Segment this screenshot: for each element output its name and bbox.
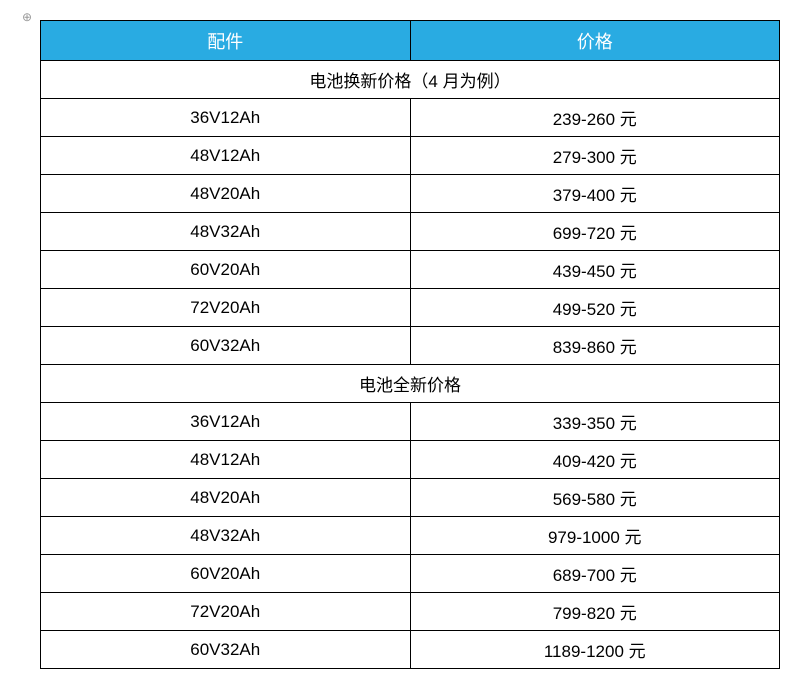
spec-cell: 60V20Ah — [41, 555, 411, 593]
table-row: 60V32Ah 839-860 元 — [41, 327, 780, 365]
spec-cell: 48V12Ah — [41, 441, 411, 479]
table-row: 60V20Ah 439-450 元 — [41, 251, 780, 289]
price-cell: 1189-1200 元 — [410, 631, 780, 669]
price-cell: 839-860 元 — [410, 327, 780, 365]
section2-title: 电池全新价格 — [41, 365, 780, 403]
table-row: 48V32Ah 979-1000 元 — [41, 517, 780, 555]
table-row: 60V20Ah 689-700 元 — [41, 555, 780, 593]
spec-cell: 60V32Ah — [41, 327, 411, 365]
price-cell: 439-450 元 — [410, 251, 780, 289]
spec-cell: 36V12Ah — [41, 99, 411, 137]
price-cell: 279-300 元 — [410, 137, 780, 175]
column-header-price: 价格 — [410, 21, 780, 61]
price-cell: 699-720 元 — [410, 213, 780, 251]
column-header-spec: 配件 — [41, 21, 411, 61]
spec-cell: 48V32Ah — [41, 517, 411, 555]
spec-cell: 48V20Ah — [41, 479, 411, 517]
spec-cell: 72V20Ah — [41, 593, 411, 631]
price-cell: 379-400 元 — [410, 175, 780, 213]
spec-cell: 48V12Ah — [41, 137, 411, 175]
section-header-row: 电池全新价格 — [41, 365, 780, 403]
price-cell: 569-580 元 — [410, 479, 780, 517]
spec-cell: 48V20Ah — [41, 175, 411, 213]
price-cell: 689-700 元 — [410, 555, 780, 593]
price-cell: 499-520 元 — [410, 289, 780, 327]
section-header-row: 电池换新价格（4 月为例） — [41, 61, 780, 99]
table-row: 48V12Ah 279-300 元 — [41, 137, 780, 175]
table-anchor-icon: ⊕ — [22, 10, 32, 24]
table-row: 48V12Ah 409-420 元 — [41, 441, 780, 479]
price-cell: 409-420 元 — [410, 441, 780, 479]
price-cell: 339-350 元 — [410, 403, 780, 441]
price-cell: 979-1000 元 — [410, 517, 780, 555]
table-row: 60V32Ah 1189-1200 元 — [41, 631, 780, 669]
spec-cell: 60V32Ah — [41, 631, 411, 669]
table-row: 36V12Ah 239-260 元 — [41, 99, 780, 137]
spec-cell: 60V20Ah — [41, 251, 411, 289]
table-row: 48V32Ah 699-720 元 — [41, 213, 780, 251]
table-header-row: 配件 价格 — [41, 21, 780, 61]
table-row: 48V20Ah 379-400 元 — [41, 175, 780, 213]
spec-cell: 72V20Ah — [41, 289, 411, 327]
spec-cell: 36V12Ah — [41, 403, 411, 441]
table-row: 72V20Ah 799-820 元 — [41, 593, 780, 631]
price-cell: 799-820 元 — [410, 593, 780, 631]
section1-title: 电池换新价格（4 月为例） — [41, 61, 780, 99]
spec-cell: 48V32Ah — [41, 213, 411, 251]
price-cell: 239-260 元 — [410, 99, 780, 137]
table-row: 36V12Ah 339-350 元 — [41, 403, 780, 441]
pricing-table: 配件 价格 电池换新价格（4 月为例） 36V12Ah 239-260 元 48… — [40, 20, 780, 669]
table-row: 72V20Ah 499-520 元 — [41, 289, 780, 327]
table-row: 48V20Ah 569-580 元 — [41, 479, 780, 517]
table-wrapper: ⊕ 配件 价格 电池换新价格（4 月为例） 36V12Ah 239-260 元 … — [40, 20, 782, 669]
